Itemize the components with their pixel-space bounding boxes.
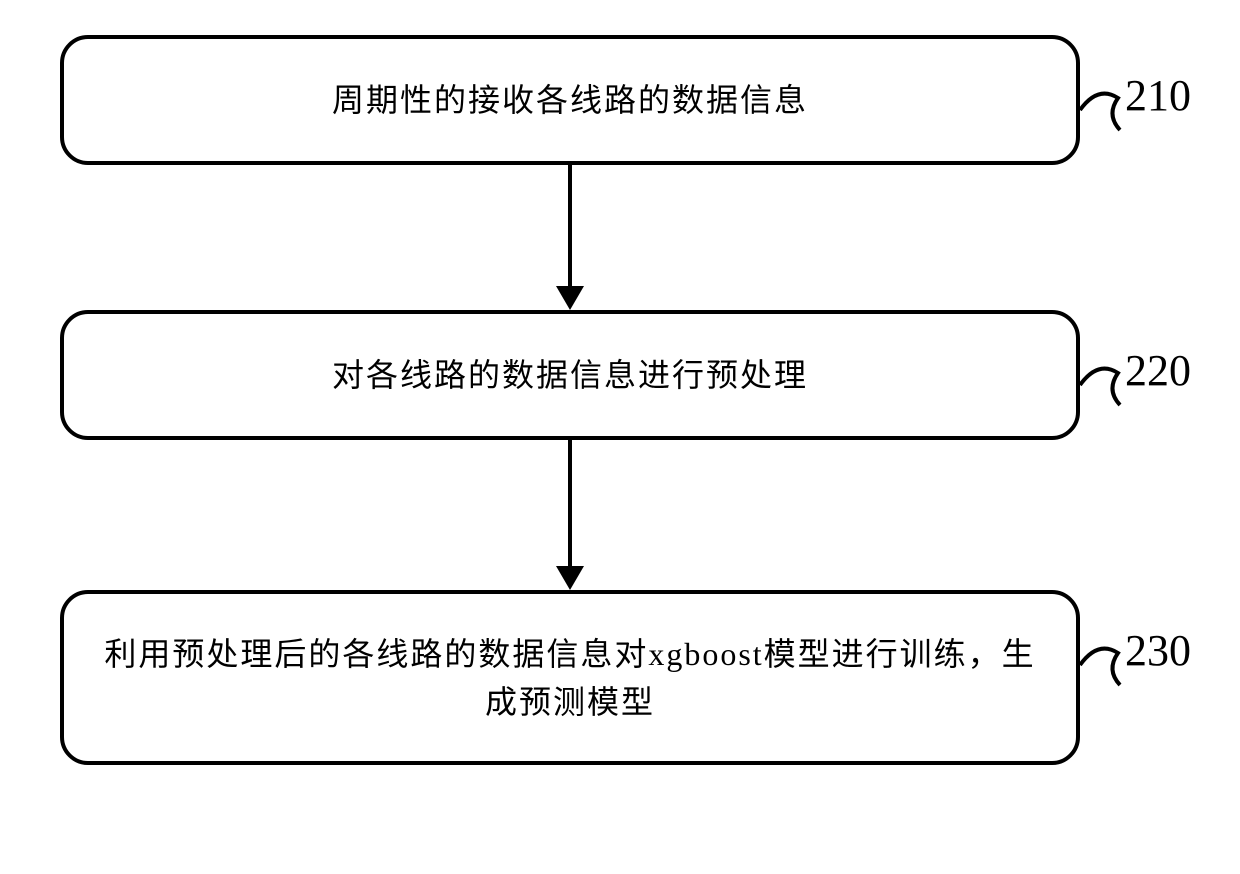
flowchart-node-2: 对各线路的数据信息进行预处理 [60, 310, 1080, 440]
node-1-label: 210 [1125, 70, 1191, 121]
flowchart-node-3: 利用预处理后的各线路的数据信息对xgboost模型进行训练，生成预测模型 [60, 590, 1080, 765]
arrow-2-to-3 [555, 440, 585, 590]
node-2-label: 220 [1125, 345, 1191, 396]
node-3-text: 利用预处理后的各线路的数据信息对xgboost模型进行训练，生成预测模型 [94, 630, 1046, 726]
label-connector-3 [1078, 635, 1128, 695]
label-connector-2 [1078, 355, 1128, 415]
arrow-1-to-2 [555, 165, 585, 310]
label-connector-1 [1078, 80, 1128, 140]
flowchart-node-1: 周期性的接收各线路的数据信息 [60, 35, 1080, 165]
node-3-label: 230 [1125, 625, 1191, 676]
node-2-text: 对各线路的数据信息进行预处理 [332, 351, 808, 399]
node-1-text: 周期性的接收各线路的数据信息 [332, 76, 808, 124]
